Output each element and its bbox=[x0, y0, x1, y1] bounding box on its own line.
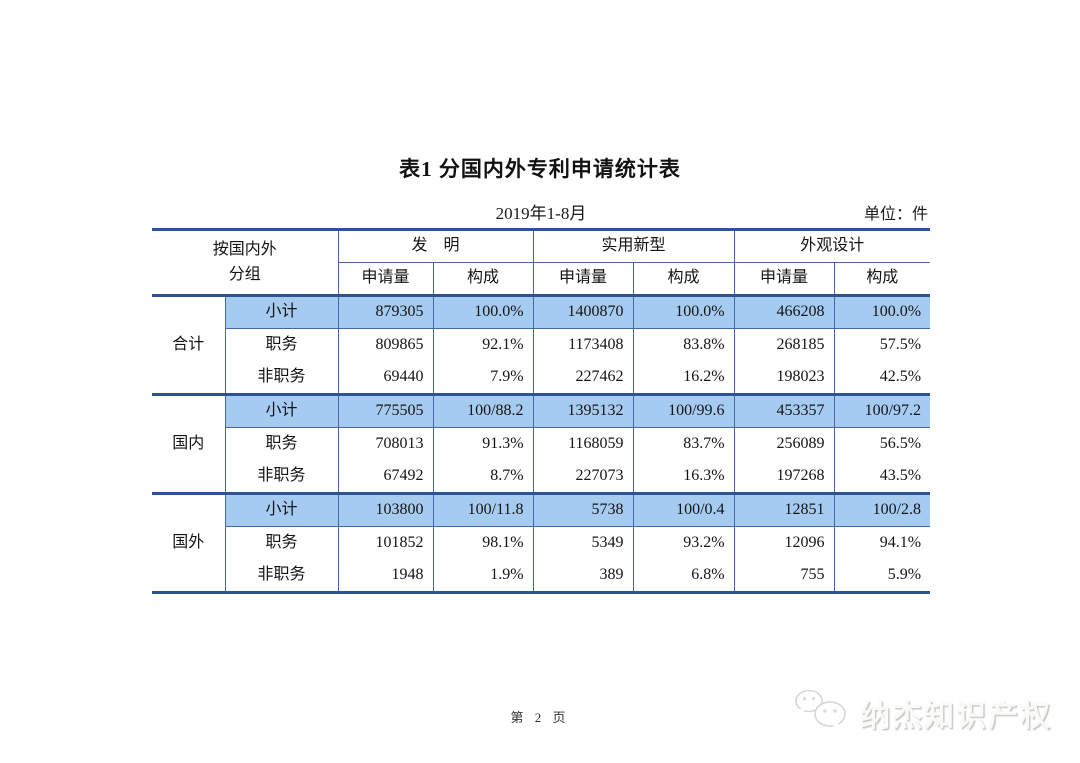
table-row: 国内 小计 775505 100/88.2 1395132 100/99.6 4… bbox=[152, 393, 931, 495]
cell-value: 16.2% bbox=[632, 361, 735, 396]
cell-value: 809865 bbox=[337, 328, 434, 362]
cell-value: 227462 bbox=[532, 361, 634, 396]
cell-value: 42.5% bbox=[833, 361, 931, 396]
cell-value: 56.5% bbox=[833, 427, 931, 461]
table-row: 非职务 1948 1.9% 389 6.8% 755 5.9% bbox=[152, 559, 931, 594]
cell-value: 5349 bbox=[532, 526, 634, 560]
watermark: 纳杰知识产权 bbox=[794, 688, 1052, 737]
cell-value: 1.9% bbox=[432, 559, 534, 594]
table-row: 非职务 69440 7.9% 227462 16.2% 198023 42.5% bbox=[152, 361, 931, 396]
period-label: 2019年1-8月 bbox=[495, 204, 587, 223]
cell-value: 100.0% bbox=[432, 294, 534, 329]
cell-value: 100/88.2 bbox=[432, 393, 534, 428]
cell-value: 92.1% bbox=[432, 328, 534, 362]
subheader-applications: 申请量 bbox=[733, 262, 835, 297]
row-label-nonservice: 非职务 bbox=[224, 559, 339, 594]
corner-header-line2: 分组 bbox=[228, 265, 261, 283]
page-title: 表1 分国内外专利申请统计表 bbox=[399, 157, 681, 181]
cell-value: 43.5% bbox=[833, 460, 931, 495]
cell-value: 93.2% bbox=[632, 526, 735, 560]
table-row: 非职务 67492 8.7% 227073 16.3% 197268 43.5% bbox=[152, 460, 931, 495]
unit-label: 单位：件 bbox=[863, 206, 928, 223]
cell-value: 100/99.6 bbox=[632, 393, 735, 428]
group-label-total: 合计 bbox=[152, 294, 226, 396]
row-label-service: 职务 bbox=[224, 328, 339, 362]
cell-value: 5.9% bbox=[833, 559, 931, 594]
cell-value: 83.7% bbox=[632, 427, 735, 461]
colgroup-invention: 发 明 bbox=[337, 228, 534, 263]
cell-value: 1395132 bbox=[532, 393, 634, 428]
row-label-subtotal: 小计 bbox=[224, 393, 339, 428]
cell-value: 98.1% bbox=[432, 526, 534, 560]
watermark-text: 纳杰知识产权 bbox=[860, 699, 1052, 733]
corner-header-line1: 按国内外 bbox=[212, 240, 277, 258]
cell-value: 12096 bbox=[733, 526, 835, 560]
table-row: 按国内外 分组 发 明 实用新型 外观设计 bbox=[152, 228, 931, 297]
cell-value: 100.0% bbox=[632, 294, 735, 329]
table-caption-row: 2019年1-8月 单位：件 bbox=[152, 199, 930, 225]
cell-value: 1400870 bbox=[532, 294, 634, 329]
cell-value: 389 bbox=[532, 559, 634, 594]
cell-value: 256089 bbox=[733, 427, 835, 461]
cell-value: 198023 bbox=[733, 361, 835, 396]
table-row: 职务 708013 91.3% 1168059 83.7% 256089 56.… bbox=[152, 427, 931, 461]
cell-value: 6.8% bbox=[632, 559, 735, 594]
cell-value: 100/97.2 bbox=[833, 393, 931, 428]
row-label-subtotal: 小计 bbox=[224, 492, 339, 527]
cell-value: 94.1% bbox=[833, 526, 931, 560]
cell-value: 1173408 bbox=[532, 328, 634, 362]
table-row: 国外 小计 103800 100/11.8 5738 100/0.4 12851… bbox=[152, 492, 931, 594]
cell-value: 775505 bbox=[337, 393, 434, 428]
cell-value: 1948 bbox=[337, 559, 434, 594]
table-row: 职务 809865 92.1% 1173408 83.8% 268185 57.… bbox=[152, 328, 931, 362]
colgroup-design: 外观设计 bbox=[733, 228, 931, 263]
cell-value: 1168059 bbox=[532, 427, 634, 461]
cell-value: 100/11.8 bbox=[432, 492, 534, 527]
row-label-service: 职务 bbox=[224, 427, 339, 461]
cell-value: 103800 bbox=[337, 492, 434, 527]
row-label-nonservice: 非职务 bbox=[224, 361, 339, 396]
subheader-composition: 构成 bbox=[632, 262, 735, 297]
cell-value: 91.3% bbox=[432, 427, 534, 461]
patent-statistics-table: 按国内外 分组 发 明 实用新型 外观设计 申请量 构成 申请量 构成 申请量 … bbox=[152, 228, 931, 594]
row-label-subtotal: 小计 bbox=[224, 294, 339, 329]
table-row: 合计 小计 879305 100.0% 1400870 100.0% 46620… bbox=[152, 294, 931, 396]
cell-value: 755 bbox=[733, 559, 835, 594]
cell-value: 67492 bbox=[337, 460, 434, 495]
cell-value: 57.5% bbox=[833, 328, 931, 362]
page-number: 第 2 页 bbox=[510, 710, 570, 725]
subheader-composition: 构成 bbox=[833, 262, 931, 297]
wechat-logo-icon bbox=[794, 688, 852, 737]
cell-value: 101852 bbox=[337, 526, 434, 560]
cell-value: 69440 bbox=[337, 361, 434, 396]
table-row: 申请量 构成 申请量 构成 申请量 构成 bbox=[152, 262, 931, 297]
cell-value: 16.3% bbox=[632, 460, 735, 495]
cell-value: 100.0% bbox=[833, 294, 931, 329]
cell-value: 100/2.8 bbox=[833, 492, 931, 527]
table-row: 职务 101852 98.1% 5349 93.2% 12096 94.1% bbox=[152, 526, 931, 560]
cell-value: 197268 bbox=[733, 460, 835, 495]
cell-value: 12851 bbox=[733, 492, 835, 527]
cell-value: 5738 bbox=[532, 492, 634, 527]
subheader-applications: 申请量 bbox=[337, 262, 434, 297]
cell-value: 453357 bbox=[733, 393, 835, 428]
cell-value: 466208 bbox=[733, 294, 835, 329]
subheader-applications: 申请量 bbox=[532, 262, 634, 297]
cell-value: 100/0.4 bbox=[632, 492, 735, 527]
cell-value: 227073 bbox=[532, 460, 634, 495]
cell-value: 83.8% bbox=[632, 328, 735, 362]
subheader-composition: 构成 bbox=[432, 262, 534, 297]
colgroup-utility-model: 实用新型 bbox=[532, 228, 735, 263]
cell-value: 8.7% bbox=[432, 460, 534, 495]
group-label-foreign: 国外 bbox=[152, 492, 226, 594]
group-label-domestic: 国内 bbox=[152, 393, 226, 495]
cell-value: 268185 bbox=[733, 328, 835, 362]
row-label-service: 职务 bbox=[224, 526, 339, 560]
corner-header-cell: 按国内外 分组 bbox=[152, 228, 339, 297]
cell-value: 7.9% bbox=[432, 361, 534, 396]
cell-value: 708013 bbox=[337, 427, 434, 461]
cell-value: 879305 bbox=[337, 294, 434, 329]
row-label-nonservice: 非职务 bbox=[224, 460, 339, 495]
